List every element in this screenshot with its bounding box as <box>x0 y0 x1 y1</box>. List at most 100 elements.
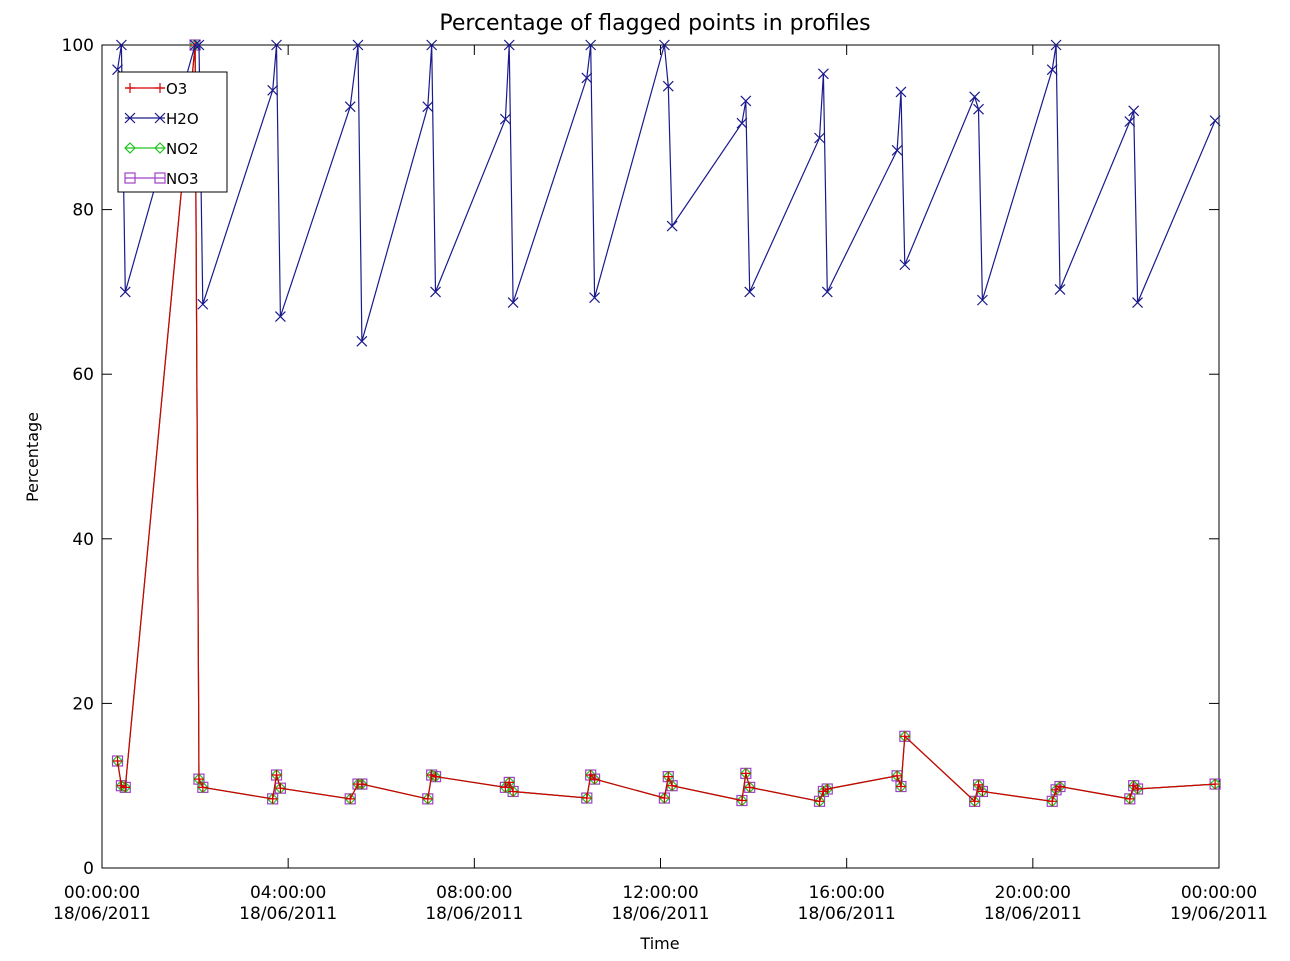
data-point-h2o <box>197 298 209 310</box>
legend-entry-o3: O3 <box>125 80 187 98</box>
data-point-h2o <box>1050 39 1062 51</box>
data-point-o3 <box>977 786 988 797</box>
data-point-o3 <box>895 781 906 792</box>
data-point-o3 <box>663 771 674 782</box>
x-tick-label-time: 08:00:00 <box>436 883 512 903</box>
x-tick-label-time: 00:00:00 <box>64 883 140 903</box>
data-point-h2o <box>430 286 441 298</box>
series-o3 <box>112 40 1221 807</box>
data-point-h2o <box>973 103 984 115</box>
y-tick-label: 20 <box>72 694 94 714</box>
data-point-o3 <box>271 770 282 781</box>
data-point-o3 <box>581 793 592 804</box>
data-point-h2o <box>344 101 356 113</box>
data-point-h2o <box>422 101 434 113</box>
x-tick-label-time: 16:00:00 <box>808 883 884 903</box>
data-point-o3 <box>430 771 441 782</box>
data-point-o3 <box>356 779 367 790</box>
data-point-h2o <box>814 132 825 144</box>
y-tick-label: 80 <box>72 201 94 221</box>
data-point-o3 <box>120 782 131 793</box>
data-point-h2o <box>1209 115 1221 127</box>
data-point-h2o <box>744 286 756 298</box>
y-tick-label: 100 <box>62 36 94 56</box>
data-point-h2o <box>1132 297 1143 309</box>
data-point-h2o <box>899 259 911 271</box>
data-point-h2o <box>821 286 833 298</box>
x-tick-label-date: 18/06/2011 <box>984 904 1082 924</box>
data-point-h2o <box>1054 284 1066 295</box>
legend-marker <box>124 112 136 124</box>
legend-label: H2O <box>166 110 199 128</box>
data-point-h2o <box>736 117 748 129</box>
data-point-h2o <box>115 39 127 51</box>
series-h2o <box>112 39 1221 347</box>
data-point-o3 <box>193 774 204 785</box>
data-point-o3 <box>667 780 678 791</box>
x-tick-label-date: 18/06/2011 <box>798 904 896 924</box>
data-point-o3 <box>1124 793 1135 804</box>
data-point-h2o <box>274 311 286 323</box>
y-tick-label: 0 <box>83 859 94 879</box>
data-point-h2o <box>1046 64 1058 76</box>
data-point-o3 <box>973 779 984 790</box>
data-point-o3 <box>740 768 751 779</box>
x-tick-label-time: 04:00:00 <box>250 883 326 903</box>
data-point-h2o <box>356 335 368 347</box>
data-point-h2o <box>740 95 752 107</box>
data-point-o3 <box>508 786 519 797</box>
x-axis-label: Time <box>639 934 679 953</box>
data-point-h2o <box>589 292 600 304</box>
data-point-h2o <box>271 39 282 51</box>
legend-box <box>117 71 228 193</box>
data-point-o3 <box>744 782 755 793</box>
data-point-o3 <box>736 795 747 806</box>
legend-entry-no3: NO3 <box>124 170 199 188</box>
data-point-h2o <box>193 39 205 51</box>
data-point-h2o <box>507 297 519 309</box>
data-point-h2o <box>426 39 438 51</box>
legend-marker <box>155 83 165 93</box>
x-tick-label-time: 20:00:00 <box>995 883 1071 903</box>
data-point-h2o <box>891 144 903 156</box>
data-point-o3 <box>1054 781 1065 792</box>
y-axis-label: Percentage <box>23 412 42 502</box>
x-tick-label-date: 18/06/2011 <box>53 904 151 924</box>
legend-label: NO3 <box>166 170 199 188</box>
data-point-h2o <box>352 39 364 51</box>
data-point-o3 <box>822 783 833 794</box>
data-point-h2o <box>662 80 674 92</box>
x-tick-label-date: 18/06/2011 <box>612 904 710 924</box>
y-axis: 0 20 40 60 80 100 <box>62 36 1219 879</box>
data-point-o3 <box>267 793 278 804</box>
data-point-h2o <box>119 286 131 298</box>
legend-label: NO2 <box>166 140 199 158</box>
data-point-h2o <box>817 68 829 80</box>
data-point-o3 <box>589 774 600 785</box>
x-tick-label-date: 19/06/2011 <box>1170 904 1268 924</box>
x-tick-label-time: 12:00:00 <box>622 883 698 903</box>
data-point-h2o <box>1128 105 1140 117</box>
legend-entry-h2o: H2O <box>124 110 199 128</box>
data-point-h2o <box>499 113 511 125</box>
data-point-h2o <box>895 86 907 98</box>
legend-label: O3 <box>166 80 187 98</box>
data-point-o3 <box>112 756 123 767</box>
data-point-o3 <box>1132 783 1143 794</box>
legend-marker <box>124 172 136 184</box>
data-point-h2o <box>585 39 597 51</box>
data-point-h2o <box>503 39 515 51</box>
data-point-o3 <box>422 793 433 804</box>
legend-marker <box>154 172 166 184</box>
data-point-o3 <box>1210 779 1221 790</box>
data-point-o3 <box>969 796 980 807</box>
data-point-h2o <box>976 294 988 306</box>
data-point-o3 <box>814 796 825 807</box>
chart-title: Percentage of flagged points in profiles <box>439 11 870 36</box>
x-tick-label-date: 18/06/2011 <box>425 904 523 924</box>
data-point-o3 <box>659 793 670 804</box>
legend-entry-no2: NO2 <box>124 140 199 158</box>
y-tick-label: 40 <box>72 530 94 550</box>
x-tick-label-date: 18/06/2011 <box>239 904 337 924</box>
